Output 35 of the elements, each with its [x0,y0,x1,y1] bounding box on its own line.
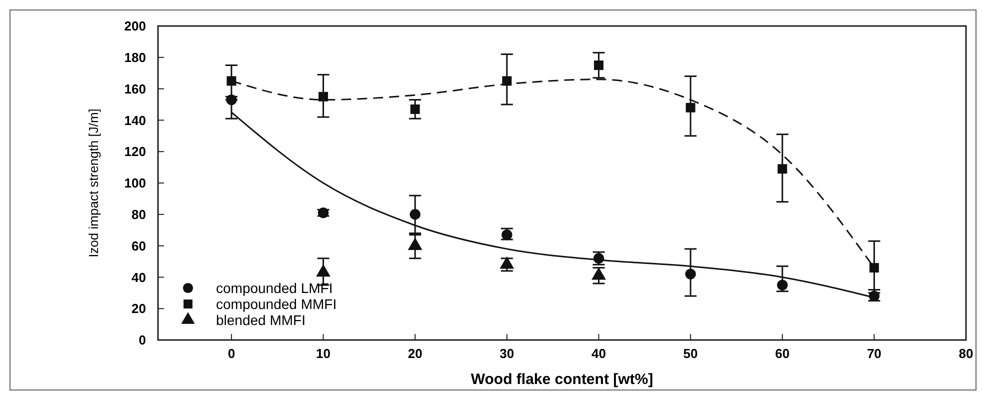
point [869,263,879,273]
x-tick-label: 30 [500,346,514,361]
point [318,92,328,102]
legend-label: compounded LMFI [216,280,333,296]
y-tick-label: 140 [124,112,146,128]
point [686,102,696,112]
x-tick-label: 80 [958,346,974,361]
y-tick-label: 100 [124,176,146,191]
point [226,76,236,86]
y-tick-label: 80 [132,206,146,222]
y-tick-label: 0 [138,332,146,348]
x-tick-label: 70 [866,346,882,361]
y-tick-label: 20 [132,301,146,316]
x-tick-label: 0 [228,346,236,361]
point [410,209,420,220]
y-tick-label: 180 [124,50,146,65]
x-tick-label: 20 [408,346,422,361]
y-tick-label: 200 [124,18,146,34]
point [410,104,420,114]
point [778,164,788,174]
x-tick-label: 10 [316,346,331,361]
y-tick-label: 60 [132,238,146,254]
y-tick-label: 160 [124,81,146,96]
y-axis-title: Izod impact strength [J/m] [86,108,101,258]
point [777,280,788,290]
x-tick-label: 60 [775,346,790,361]
point [685,268,696,280]
y-tick-label: 120 [124,144,146,160]
x-tick-label: 50 [683,346,698,361]
point [594,60,604,70]
legend-label: blended MMFI [216,312,306,328]
y-tick-label: 40 [132,270,146,285]
legend-label: compounded MMFI [216,296,337,312]
x-axis-title: Wood flake content [wt%] [470,371,654,388]
x-tick-label: 40 [591,346,606,361]
